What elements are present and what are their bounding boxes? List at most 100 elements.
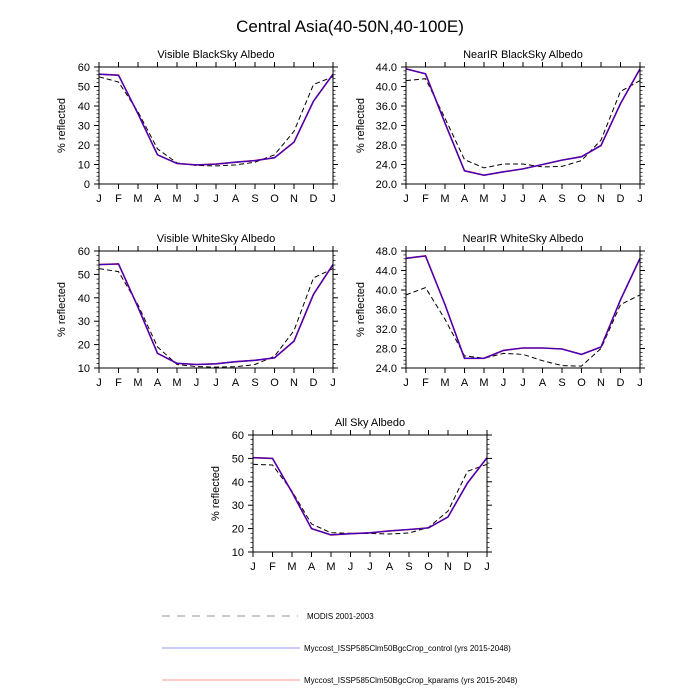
x-tick-label: M <box>133 377 142 389</box>
series-line-modis <box>405 78 641 169</box>
x-tick-label: N <box>444 561 452 573</box>
x-tick-label: M <box>440 377 449 389</box>
y-tick-label: 40 <box>232 477 244 489</box>
x-tick-label: J <box>213 193 219 205</box>
x-tick-label: M <box>479 377 488 389</box>
series-line-control <box>405 68 641 176</box>
x-tick-label: J <box>348 561 354 573</box>
x-tick-label: A <box>308 561 316 573</box>
x-tick-label: D <box>464 561 472 573</box>
y-tick-label: 20.0 <box>376 179 397 191</box>
x-tick-label: A <box>154 377 162 389</box>
x-tick-label: D <box>310 193 318 205</box>
y-tick-label: 40.0 <box>376 82 397 94</box>
y-tick-label: 44.0 <box>376 62 397 74</box>
x-tick-label: O <box>270 193 279 205</box>
series-line-control <box>98 73 334 166</box>
series-line-modis <box>405 286 641 367</box>
x-tick-label: F <box>269 561 276 573</box>
y-tick-label: 0 <box>84 179 90 191</box>
y-tick-label: 10 <box>78 160 90 172</box>
x-tick-label: M <box>172 377 181 389</box>
x-tick-label: N <box>290 377 298 389</box>
panel-title: Visible WhiteSky Albedo <box>157 233 275 245</box>
x-tick-label: J <box>501 193 507 205</box>
x-tick-label: S <box>558 193 565 205</box>
x-tick-label: S <box>558 377 565 389</box>
y-axis-label: % reflected <box>56 282 68 337</box>
plot-frame <box>252 434 488 553</box>
plot-frame <box>405 66 641 185</box>
y-axis-label: % reflected <box>210 466 222 521</box>
x-tick-label: J <box>96 193 102 205</box>
series-line-kparams <box>98 263 334 366</box>
x-tick-label: D <box>617 193 625 205</box>
x-tick-label: A <box>461 193 469 205</box>
x-tick-label: N <box>597 377 605 389</box>
legend: MODIS 2001-2003 Myccost_ISSP585Clm50BgcC… <box>162 612 518 685</box>
x-tick-label: F <box>115 377 122 389</box>
series-line-control <box>98 263 334 366</box>
x-tick-label: S <box>251 193 258 205</box>
x-tick-label: O <box>577 377 586 389</box>
figure-title: Central Asia(40-50N,40-100E) <box>236 17 464 36</box>
y-tick-label: 32.0 <box>376 324 397 336</box>
series-line-modis <box>252 463 488 535</box>
y-axis-label: % reflected <box>56 98 68 153</box>
series-line-kparams <box>405 68 641 177</box>
x-tick-label: S <box>251 377 258 389</box>
x-tick-label: O <box>424 561 433 573</box>
plot-frame <box>405 250 641 369</box>
x-tick-label: F <box>422 377 429 389</box>
x-tick-label: J <box>637 193 643 205</box>
y-tick-label: 40.0 <box>376 285 397 297</box>
series-line-kparams <box>98 73 334 166</box>
x-tick-label: S <box>405 561 412 573</box>
plot-frame <box>98 250 334 369</box>
series-line-control <box>405 255 641 359</box>
panel-title: NearIR WhiteSky Albedo <box>462 233 583 245</box>
x-tick-label: J <box>194 193 200 205</box>
x-tick-label: J <box>520 377 526 389</box>
x-tick-label: J <box>213 377 219 389</box>
x-tick-label: A <box>232 377 240 389</box>
x-tick-label: D <box>617 377 625 389</box>
x-tick-label: J <box>520 193 526 205</box>
legend-label-modis: MODIS 2001-2003 <box>307 612 374 621</box>
plot-frame <box>98 66 334 185</box>
x-tick-label: A <box>386 561 394 573</box>
y-tick-label: 28.0 <box>376 344 397 356</box>
x-tick-label: O <box>577 193 586 205</box>
x-tick-label: M <box>440 193 449 205</box>
x-tick-label: M <box>479 193 488 205</box>
y-axis-label: % reflected <box>355 282 367 337</box>
y-axis-label: % reflected <box>355 98 367 153</box>
y-tick-label: 32.0 <box>376 121 397 133</box>
y-tick-label: 40 <box>78 293 90 305</box>
x-tick-label: A <box>539 193 547 205</box>
y-tick-label: 60 <box>78 246 90 258</box>
x-tick-label: J <box>367 561 373 573</box>
y-tick-label: 28.0 <box>376 140 397 152</box>
y-tick-label: 44.0 <box>376 266 397 278</box>
x-tick-label: M <box>133 193 142 205</box>
series-line-kparams <box>252 456 488 536</box>
x-tick-label: M <box>287 561 296 573</box>
x-tick-label: J <box>330 193 336 205</box>
y-tick-label: 50 <box>78 82 90 94</box>
x-tick-label: J <box>484 561 490 573</box>
x-tick-label: F <box>422 193 429 205</box>
legend-label-control: Myccost_ISSP585Clm50BgcCrop_control (yrs… <box>304 644 511 653</box>
y-tick-label: 24.0 <box>376 160 397 172</box>
x-tick-label: J <box>194 377 200 389</box>
series-line-kparams <box>405 255 641 360</box>
panel-title: Visible BlackSky Albedo <box>157 49 274 61</box>
y-tick-label: 60 <box>232 430 244 442</box>
y-tick-label: 24.0 <box>376 363 397 375</box>
series-line-control <box>252 457 488 536</box>
y-tick-label: 60 <box>78 62 90 74</box>
